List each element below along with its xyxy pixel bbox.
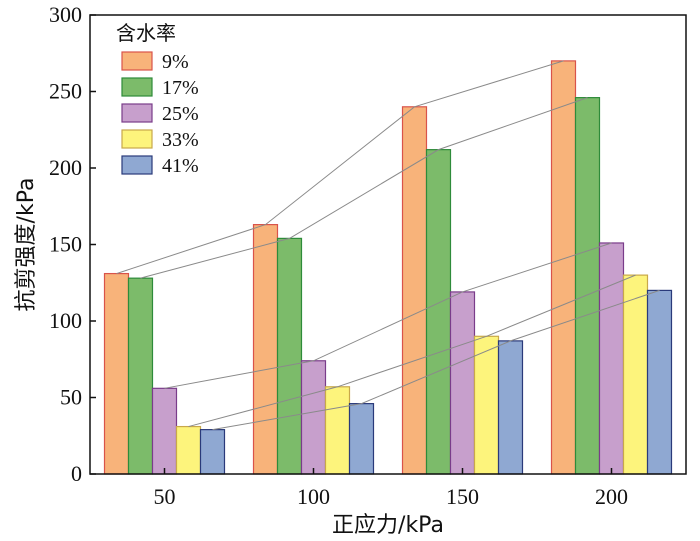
y-tick-label-50: 50 (60, 385, 82, 410)
x-tick-label-200: 200 (595, 484, 628, 509)
trend-line-17pct (140, 97, 588, 279)
bar-33pct-50 (175, 425, 202, 475)
bar-9pct-200 (550, 60, 577, 475)
bar-9pct-50 (103, 272, 130, 475)
bar-17pct-50 (127, 277, 154, 475)
trend-lines-group (116, 60, 660, 431)
trend-line-41pct (212, 289, 660, 431)
bar-25pct-200 (598, 242, 625, 475)
bars-group (103, 60, 673, 475)
bar-41pct-150 (497, 340, 524, 475)
legend: 含水率 9% 17% 25% 33% 41% (116, 21, 199, 177)
y-tick-label-250: 250 (49, 79, 82, 104)
y-tick-label-100: 100 (49, 308, 82, 333)
x-axis: 50 100 150 200 (154, 468, 628, 509)
legend-swatch-17pct (121, 77, 153, 97)
bar-41pct-200 (646, 289, 673, 475)
bar-33pct-100 (324, 386, 351, 475)
bar-33pct-200 (622, 274, 649, 475)
bar-9pct-100 (252, 224, 279, 475)
legend-label-17pct: 17% (162, 77, 199, 99)
y-axis-title: 抗剪强度/kPa (14, 178, 39, 312)
trend-line-9pct (116, 60, 564, 275)
legend-swatch-25pct (121, 103, 153, 123)
trend-line-25pct (164, 242, 612, 389)
x-axis-title: 正应力/kPa (332, 513, 444, 538)
legend-label-33pct: 33% (162, 129, 199, 151)
bar-17pct-150 (425, 149, 452, 475)
legend-swatch-9pct (121, 51, 153, 71)
y-tick-label-150: 150 (49, 232, 82, 257)
bar-41pct-100 (348, 403, 375, 475)
y-tick-label-200: 200 (49, 155, 82, 180)
legend-label-9pct: 9% (162, 51, 189, 73)
bar-17pct-200 (574, 97, 601, 475)
x-tick-label-150: 150 (446, 484, 479, 509)
y-tick-label-300: 300 (49, 2, 82, 27)
y-tick-label-0: 0 (71, 461, 82, 486)
bar-25pct-150 (449, 291, 476, 475)
y-axis: 0 50 100 150 200 250 300 (49, 2, 96, 486)
x-tick-label-100: 100 (297, 484, 330, 509)
bar-25pct-50 (151, 387, 178, 475)
legend-label-41pct: 41% (162, 155, 199, 177)
legend-label-25pct: 25% (162, 103, 199, 125)
bar-17pct-100 (276, 237, 303, 475)
bar-25pct-100 (300, 360, 327, 475)
x-tick-label-50: 50 (154, 484, 176, 509)
bar-41pct-50 (199, 429, 226, 475)
legend-swatch-33pct (121, 129, 153, 149)
trend-line-33pct (188, 274, 636, 428)
bar-9pct-150 (401, 106, 428, 475)
legend-title: 含水率 (116, 21, 176, 45)
bar-33pct-150 (473, 335, 500, 475)
legend-swatch-41pct (121, 155, 153, 175)
